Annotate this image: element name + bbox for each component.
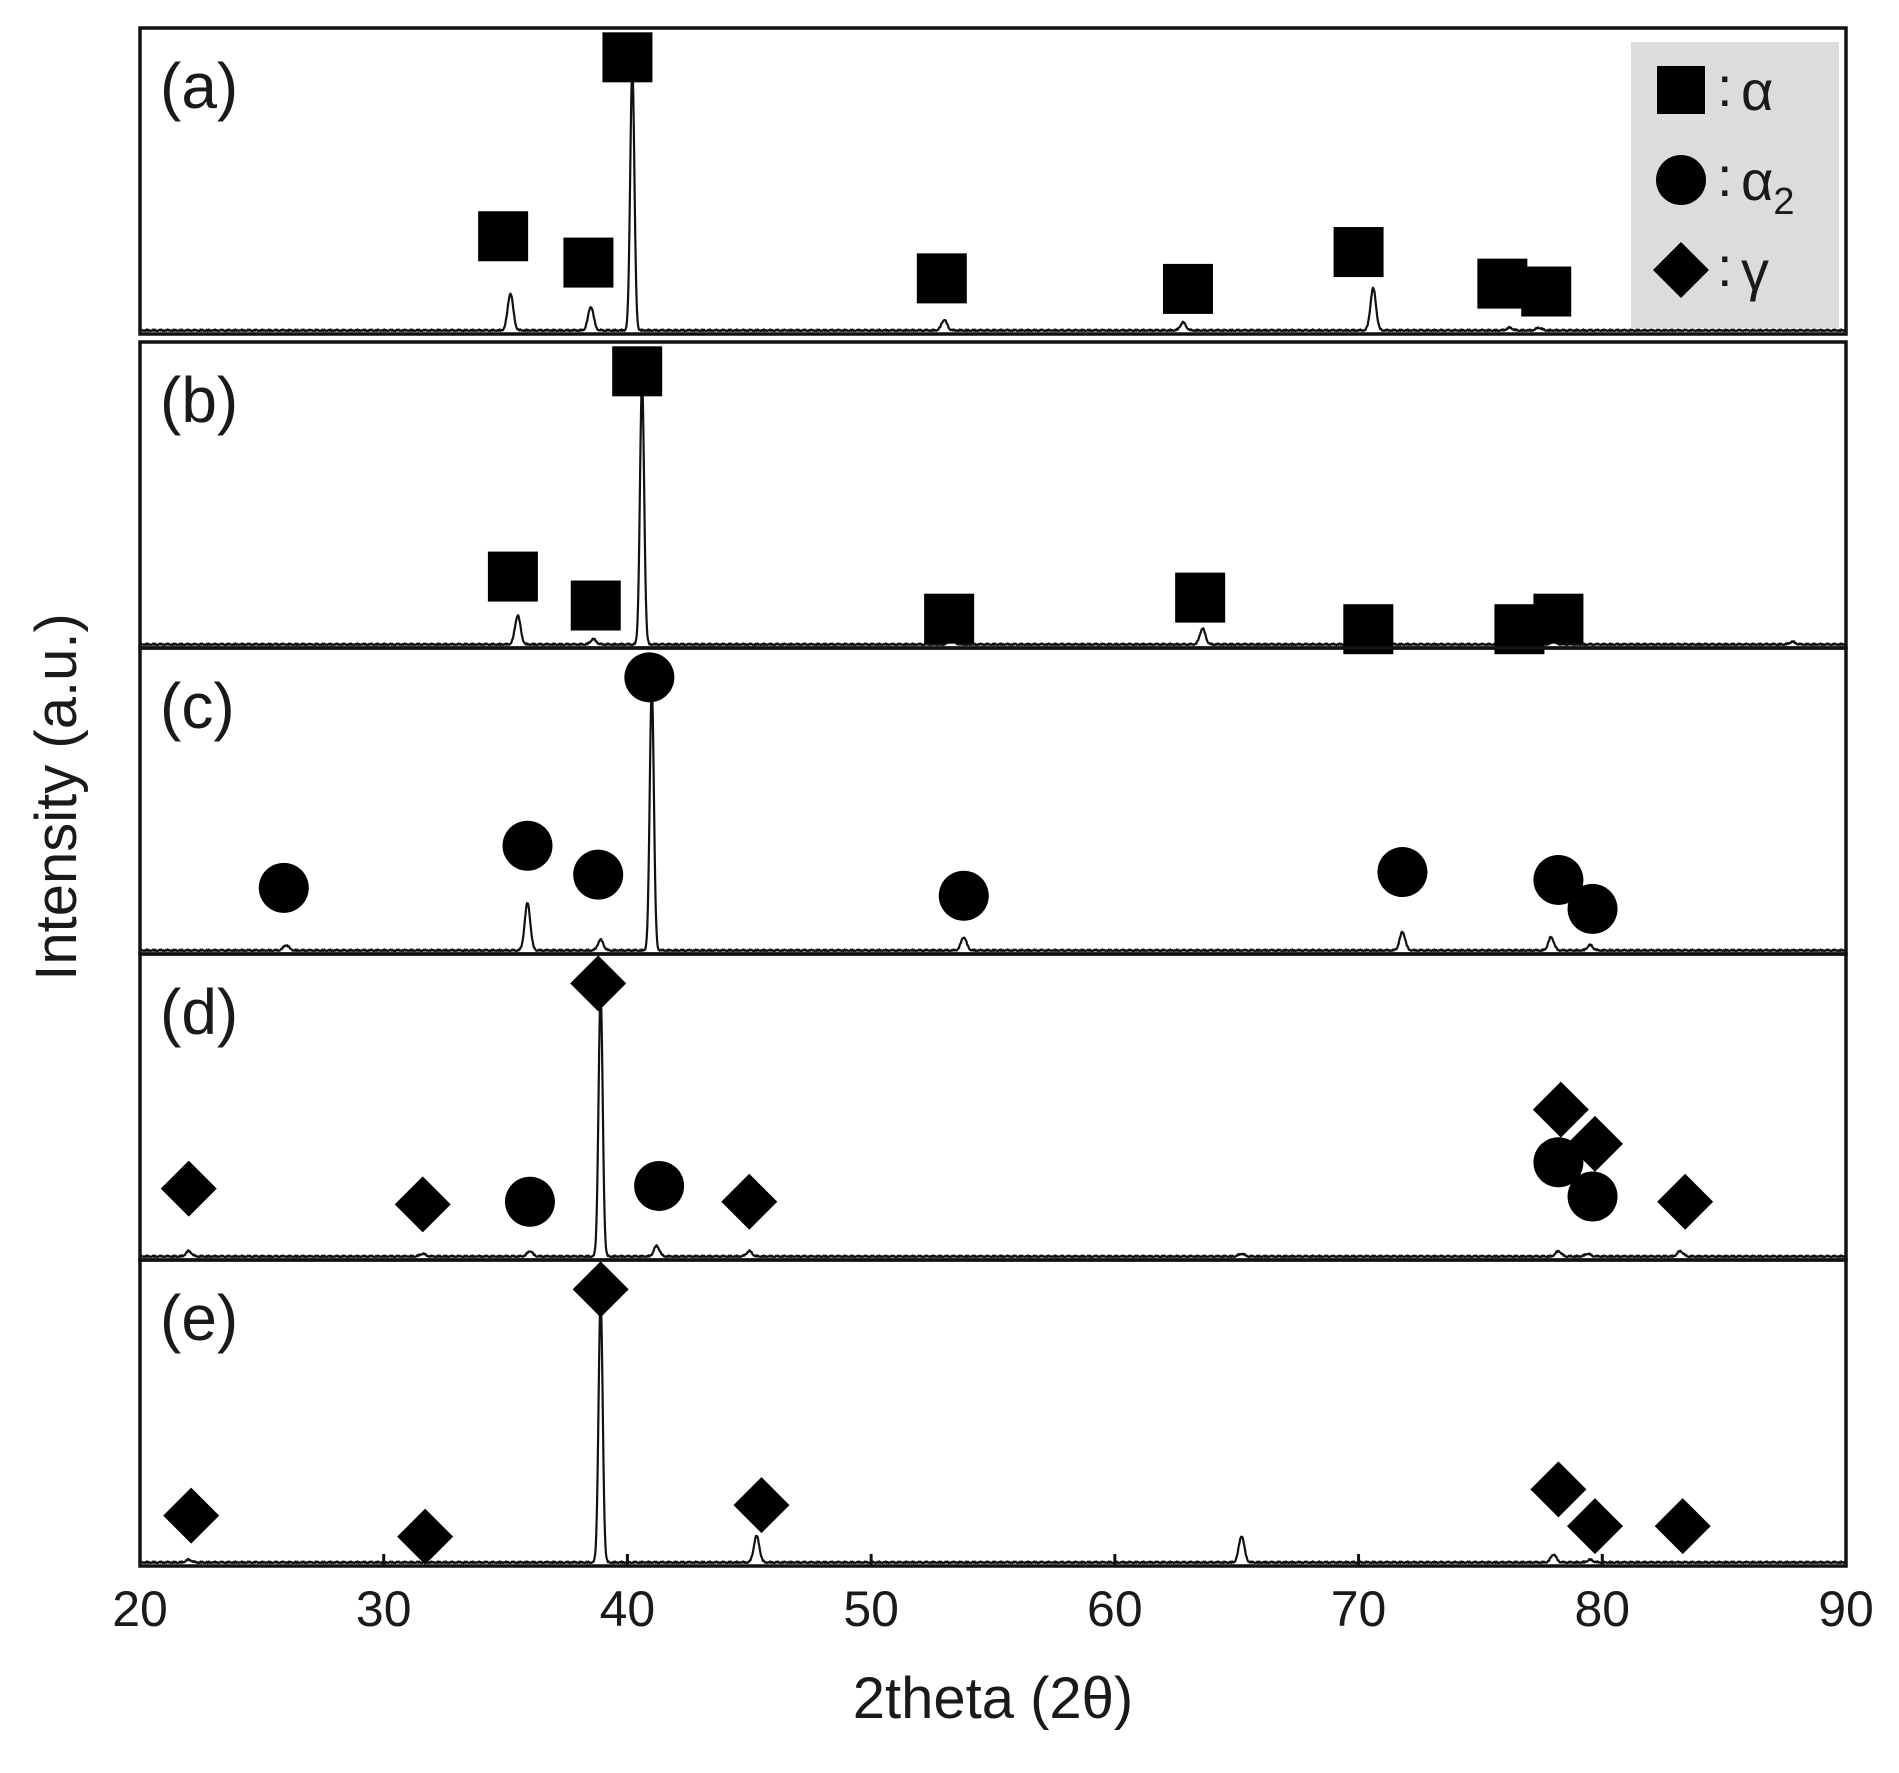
gamma-diamond-marker [394, 1176, 451, 1233]
alpha-square-marker [924, 593, 975, 644]
gamma-diamond-marker [160, 1160, 217, 1217]
gamma-diamond-marker [1530, 1461, 1587, 1518]
gamma-diamond-marker [1654, 1498, 1711, 1555]
alpha-square-marker [916, 253, 967, 304]
legend-separator: : [1717, 145, 1733, 208]
gamma-diamond-marker [733, 1477, 790, 1534]
alpha2-circle-marker [502, 820, 553, 871]
alpha2-circle-marker [1533, 854, 1584, 905]
alpha-square-marker [602, 32, 653, 83]
panel-label: (a) [160, 50, 238, 122]
panel-d: (d) [138, 952, 1848, 1262]
alpha2-circle-marker [573, 849, 624, 900]
alpha-square-marker [1162, 263, 1213, 314]
x-tick-label: 60 [1087, 1581, 1143, 1637]
panel-a: (a) [138, 26, 1848, 336]
alpha2-circle-marker [258, 862, 309, 913]
panel-label: (c) [160, 670, 235, 742]
gamma-diamond-marker [1657, 1173, 1714, 1230]
legend-separator: : [1717, 235, 1733, 298]
alpha-square-marker [563, 237, 614, 288]
diffraction-trace [139, 686, 1847, 953]
alpha2-circle-marker [1567, 1171, 1618, 1222]
x-tick-label: 40 [600, 1581, 656, 1637]
panel-frame [138, 1258, 1848, 1568]
legend-entry-label: α [1741, 59, 1773, 122]
gamma-diamond-marker [721, 1173, 778, 1230]
panel-b: (b) [138, 340, 1848, 655]
alpha-square-marker [1521, 266, 1572, 317]
diffraction-trace [139, 380, 1847, 647]
alpha-square-marker [478, 211, 529, 262]
legend-separator: : [1717, 55, 1733, 118]
alpha-square-marker [570, 580, 621, 631]
alpha2-circle-marker [1533, 1137, 1584, 1188]
gamma-diamond-marker [572, 1261, 629, 1318]
alpha2-circle-marker [1567, 883, 1618, 934]
legend-square-icon [1657, 66, 1705, 114]
legend-entry-label: γ [1741, 239, 1769, 302]
alpha-square-marker [1477, 258, 1528, 309]
gamma-diamond-marker [1566, 1498, 1623, 1555]
alpha2-circle-marker [634, 1160, 685, 1211]
x-tick-label: 50 [843, 1581, 899, 1637]
alpha-square-marker [1175, 572, 1226, 623]
alpha2-circle-marker [938, 870, 989, 921]
alpha-square-marker [487, 551, 538, 602]
panels-group: (a) (b) (c) (d) (e) [138, 26, 1848, 1568]
panel-c: (c) [138, 646, 1848, 956]
diffraction-trace [139, 66, 1847, 333]
alpha-square-marker [1343, 604, 1394, 655]
x-axis-title: 2theta (2θ) [853, 1666, 1134, 1731]
gamma-diamond-marker [570, 955, 627, 1012]
alpha2-circle-marker [504, 1176, 555, 1227]
alpha2-circle-marker [1377, 847, 1428, 898]
x-tick-label: 20 [112, 1581, 168, 1637]
panel-frame [138, 26, 1848, 336]
x-tick-label: 70 [1331, 1581, 1387, 1637]
gamma-diamond-marker [1532, 1081, 1589, 1138]
legend-diamond-icon [1653, 242, 1709, 298]
alpha-square-marker [612, 346, 663, 397]
gamma-diamond-marker [163, 1487, 220, 1544]
panel-e: (e) [138, 1258, 1848, 1568]
diffraction-trace [139, 992, 1847, 1259]
panel-label: (e) [160, 1282, 238, 1354]
panel-label: (d) [160, 976, 238, 1048]
gamma-diamond-marker [397, 1508, 454, 1565]
panel-frame [138, 340, 1848, 650]
legend-entry-label: α2 [1741, 149, 1795, 223]
alpha-square-marker [1533, 593, 1584, 644]
x-axis: 20 30 40 50 60 70 80 90 [112, 1554, 1874, 1637]
y-axis-title: Intensity (a.u.) [24, 613, 89, 980]
legend: : α: α2: γ [1631, 42, 1839, 328]
panel-label: (b) [160, 364, 238, 436]
x-tick-label: 30 [356, 1581, 412, 1637]
alpha2-circle-marker [624, 652, 675, 703]
alpha-square-marker [1333, 227, 1384, 278]
x-tick-label: 80 [1574, 1581, 1630, 1637]
x-tick-label: 90 [1818, 1581, 1874, 1637]
legend-circle-icon [1656, 155, 1706, 205]
